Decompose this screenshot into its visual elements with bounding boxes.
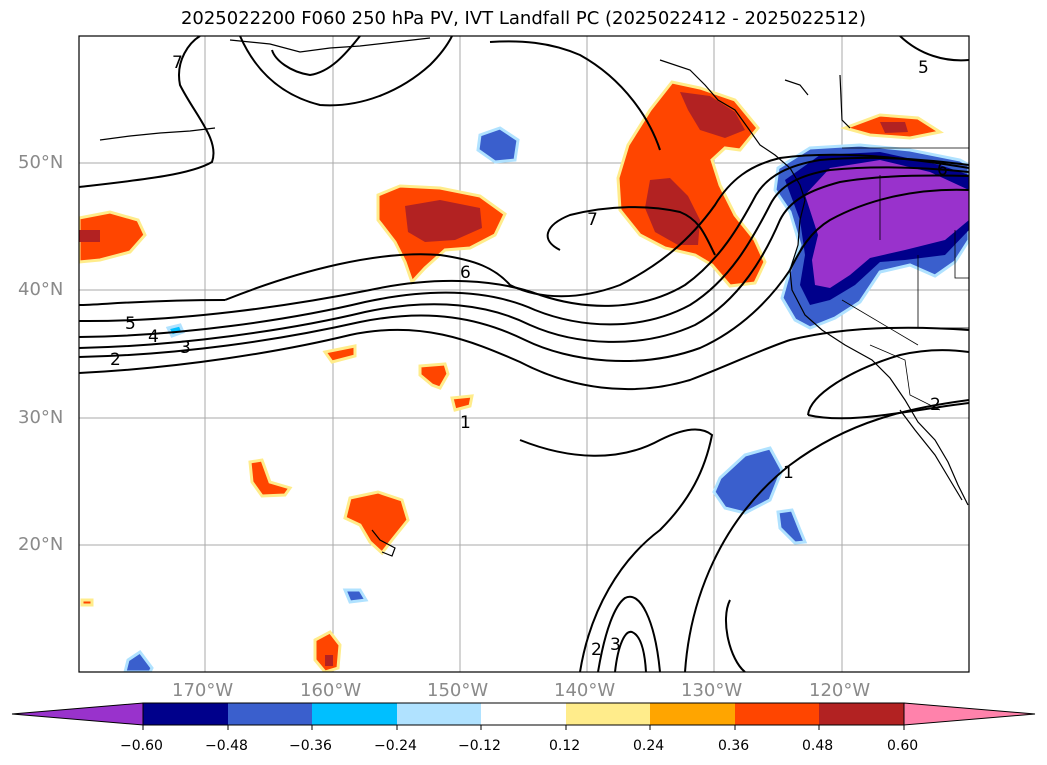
colorbar-tick-label: 0.12 [549, 738, 580, 754]
pos-region-small-3 [452, 396, 472, 410]
lon-label-150w: 150°W [427, 680, 488, 701]
colorbar-tick-label: 0.36 [718, 738, 749, 754]
contour-label: 4 [148, 327, 159, 347]
lon-label-140w: 140°W [554, 680, 615, 701]
lat-label-50n: 50°N [18, 152, 63, 173]
pos-region-small-1 [250, 460, 290, 496]
colorbar-tick-label: 0.24 [633, 738, 664, 754]
colorbar-tick-label: 0.60 [887, 738, 918, 754]
contour-label: 7 [587, 210, 598, 230]
colorbar-tick-label: −0.24 [374, 738, 417, 754]
neg-region-gulf-alaska [478, 128, 518, 162]
contour-label: 3 [610, 635, 621, 655]
contour-label: 2 [591, 640, 602, 660]
pos-region-small-6 [82, 600, 92, 605]
contour-label: 1 [783, 463, 794, 483]
pv-contours [79, 36, 969, 672]
contour-label: 5 [918, 58, 929, 78]
neg-region-small-3 [125, 652, 152, 672]
contour-label: 7 [172, 53, 183, 73]
lat-label-20n: 20°N [18, 534, 63, 555]
pos-region-small-2 [420, 364, 448, 388]
lat-label-40n: 40°N [18, 279, 63, 300]
colorbar-tick-label: −0.48 [205, 738, 248, 754]
contour-label: 2 [110, 350, 121, 370]
colorbar-max-arrow [904, 703, 1035, 725]
pos-region-hawaii-north [345, 492, 408, 553]
contour-label: 6 [937, 160, 948, 180]
contour-label: 5 [125, 314, 136, 334]
contour-label: 3 [180, 338, 191, 358]
lon-label-120w: 120°W [809, 680, 870, 701]
colorbar-min-arrow [12, 703, 143, 725]
map-frame [79, 36, 969, 672]
colorbar-tick-label: −0.36 [289, 738, 332, 754]
colorbar-tick-label: −0.12 [458, 738, 501, 754]
neg-region-small-1 [778, 510, 805, 543]
lat-label-30n: 30°N [18, 407, 63, 428]
neg-region-small-4 [168, 325, 183, 336]
pos-region-small-4 [325, 346, 355, 362]
contour-label: 1 [460, 413, 471, 433]
lon-label-170w: 170°W [172, 680, 233, 701]
gridlines [79, 36, 969, 672]
colorbar [12, 703, 1035, 730]
neg-region-small-2 [345, 590, 366, 602]
contour-label: 2 [930, 395, 941, 415]
colorbar-tick-label: 0.48 [802, 738, 833, 754]
lon-label-130w: 130°W [681, 680, 742, 701]
contour-label: 6 [460, 263, 471, 283]
colorbar-tick-label: −0.60 [120, 738, 163, 754]
lon-label-160w: 160°W [300, 680, 361, 701]
